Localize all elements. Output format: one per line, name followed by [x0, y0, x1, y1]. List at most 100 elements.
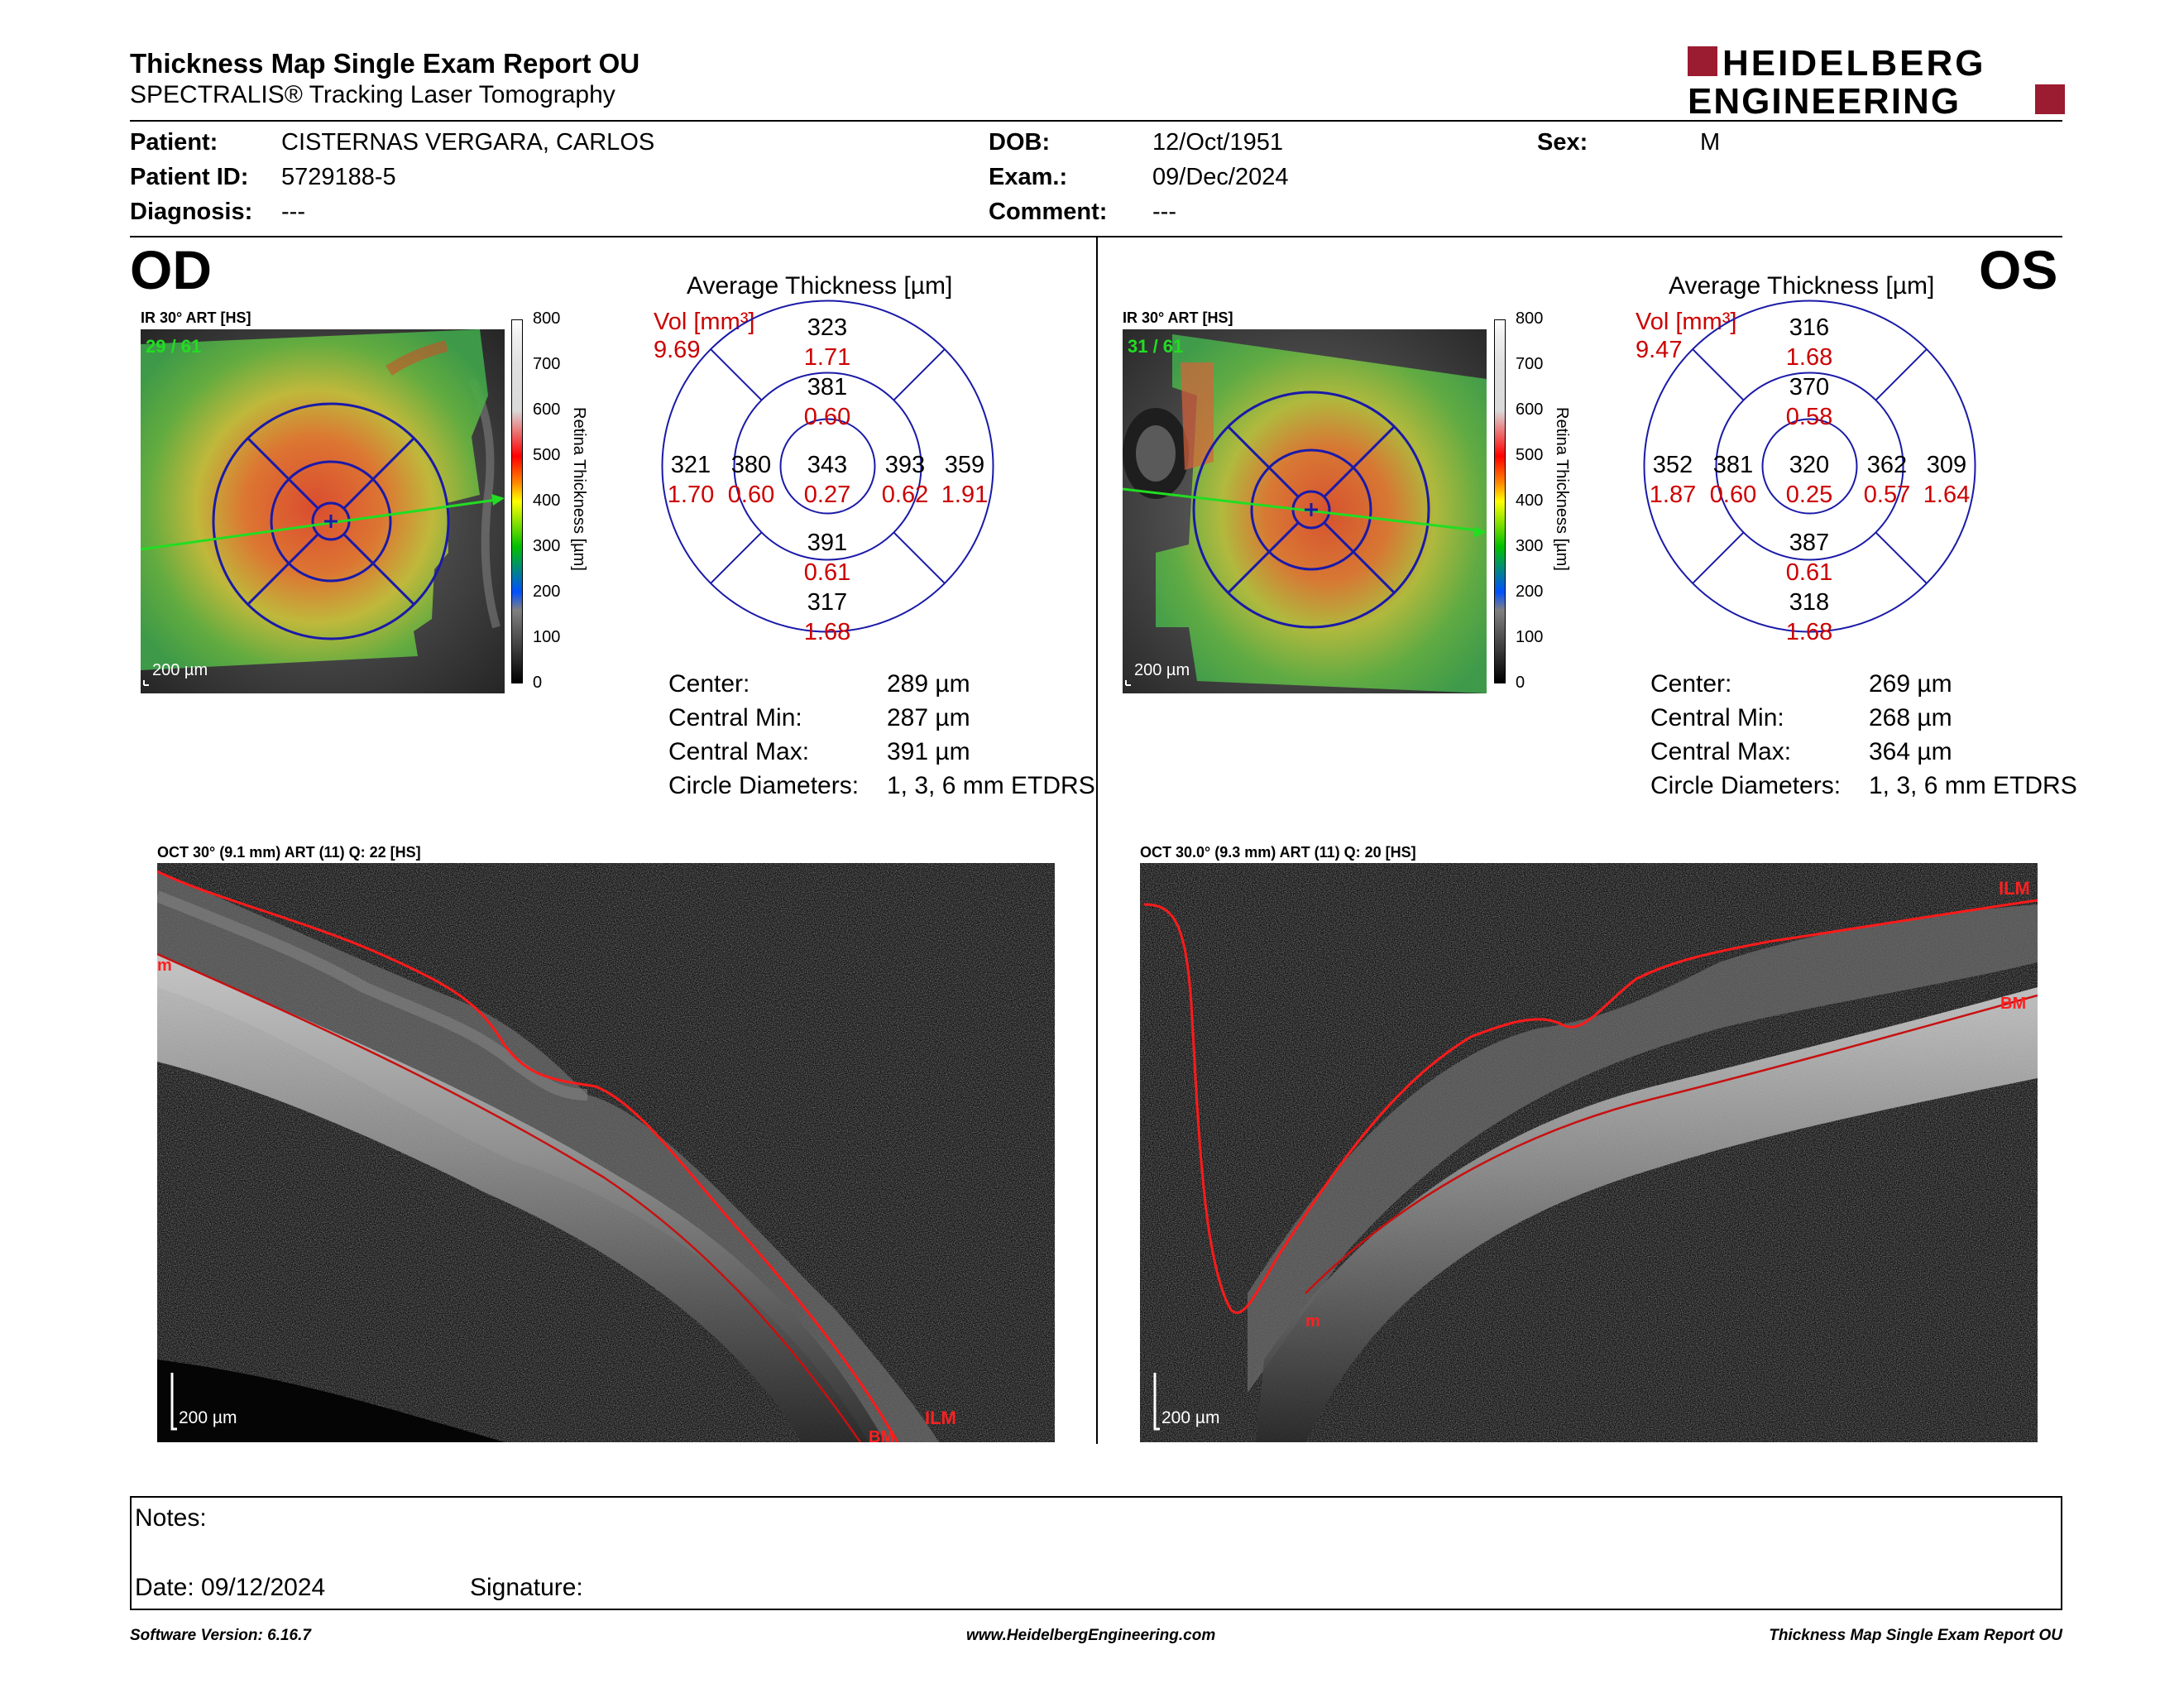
os-outer-superior-volume: 1.68 [1785, 344, 1833, 371]
os-oct-caption: OCT 30.0° (9.3 mm) ART (11) Q: 20 [HS] [1140, 844, 1416, 861]
header-divider [130, 120, 2062, 122]
od-outer-superior-thickness: 323 [807, 314, 848, 341]
comment-label: Comment: [989, 199, 1108, 225]
os-scale-title: Retina Thickness [µm] [1553, 407, 1571, 571]
diagnosis-label: Diagnosis: [130, 199, 253, 225]
os-outer-right-thickness: 309 [1926, 452, 1967, 478]
sex-value: M [1700, 129, 1721, 156]
od-central-min-value: 287 µm [887, 704, 970, 731]
od-central-max-label: Central Max: [668, 738, 810, 765]
od-inner-superior-volume: 0.60 [803, 404, 851, 430]
patient-divider [130, 236, 2062, 237]
od-center-thickness: 343 [807, 452, 848, 478]
os-scale-tick: 600 [1516, 400, 1544, 419]
os-scale-ticks: 800 700 600 500 400 300 200 100 0 [1516, 309, 1549, 698]
od-color-scale [511, 319, 523, 683]
os-outer-inferior-thickness: 318 [1789, 589, 1830, 616]
od-vol-value: 9.69 [654, 337, 701, 363]
od-center-volume: 0.27 [803, 482, 851, 508]
heidelberg-logo: HEIDELBERG ENGINEERING [1688, 43, 2068, 122]
report-subtitle: SPECTRALIS® Tracking Laser Tomography [130, 81, 615, 108]
report-title: Thickness Map Single Exam Report OU [130, 48, 640, 79]
logo-line2: ENGINEERING [1688, 81, 1961, 117]
od-central-min-label: Central Min: [668, 704, 802, 731]
os-fundus-thickness-map: 31 / 61 200 µm [1123, 329, 1487, 693]
od-oct-scalebar: 200 µm [179, 1408, 237, 1427]
od-center-value: 289 µm [887, 670, 970, 698]
notes-label: Notes: [135, 1504, 207, 1532]
od-inner-right-thickness: 393 [884, 452, 926, 478]
os-scale-tick: 100 [1516, 628, 1544, 646]
os-scale-tick: 700 [1516, 355, 1544, 373]
os-circle-diameters-label: Circle Diameters: [1650, 772, 1842, 799]
os-scale-tick: 0 [1516, 674, 1525, 692]
patient-id-label: Patient ID: [130, 164, 249, 190]
os-oct-ilm-label: ILM [1999, 878, 2030, 899]
eye-divider [1096, 237, 1098, 1444]
od-etdrs-grid [659, 298, 996, 635]
os-outer-left-thickness: 352 [1652, 452, 1693, 478]
os-vol-value: 9.47 [1636, 337, 1683, 363]
od-scale-tick: 800 [533, 309, 561, 328]
exam-value: 09/Dec/2024 [1152, 164, 1289, 190]
os-outer-right-volume: 1.64 [1923, 482, 1971, 508]
footer-report-name: Thickness Map Single Exam Report OU [1769, 1627, 2062, 1644]
os-center-thickness: 320 [1789, 452, 1830, 478]
os-eye-label: OS [1979, 239, 2058, 300]
os-oct-bm-label: BM [2000, 995, 2026, 1013]
od-outer-inferior-volume: 1.68 [803, 619, 851, 645]
os-outer-left-volume: 1.87 [1649, 482, 1697, 508]
logo-line1: HEIDELBERG [1722, 43, 1985, 84]
os-fundus-scalebar: 200 µm [1134, 661, 1190, 679]
od-oct-caption: OCT 30° (9.1 mm) ART (11) Q: 22 [HS] [157, 844, 421, 861]
footer-website: www.HeidelbergEngineering.com [966, 1627, 1216, 1644]
os-oct-m-label: m [1305, 1312, 1320, 1331]
os-scale-tick: 500 [1516, 446, 1544, 464]
os-central-min-label: Central Min: [1650, 704, 1784, 731]
os-center-volume: 0.25 [1785, 482, 1833, 508]
od-scale-tick: 700 [533, 355, 561, 373]
os-scale-tick: 400 [1516, 492, 1544, 510]
od-outer-superior-volume: 1.71 [803, 344, 851, 371]
os-central-max-label: Central Max: [1650, 738, 1792, 765]
od-circle-diameters-label: Circle Diameters: [668, 772, 860, 799]
od-circle-diameters-value: 1, 3, 6 mm ETDRS [887, 772, 1095, 799]
od-scale-ticks: 800 700 600 500 400 300 200 100 0 [533, 309, 566, 698]
os-scale-tick: 800 [1516, 309, 1544, 328]
od-scale-tick: 500 [533, 446, 561, 464]
od-scale-tick: 400 [533, 492, 561, 510]
footer-software-version: Software Version: 6.16.7 [130, 1627, 311, 1644]
os-etdrs-grid [1641, 298, 1978, 635]
os-inner-superior-volume: 0.58 [1785, 404, 1833, 430]
comment-value: --- [1152, 199, 1176, 225]
od-inner-left-volume: 0.60 [727, 482, 775, 508]
os-inner-right-volume: 0.57 [1863, 482, 1911, 508]
od-scale-tick: 600 [533, 400, 561, 419]
od-outer-right-volume: 1.91 [941, 482, 989, 508]
od-avg-title: Average Thickness [µm] [687, 272, 953, 300]
od-outer-inferior-thickness: 317 [807, 589, 848, 616]
patient-id-value: 5729188-5 [281, 164, 396, 190]
os-inner-left-thickness: 381 [1712, 452, 1754, 478]
od-central-max-value: 391 µm [887, 738, 970, 765]
diagnosis-value: --- [281, 199, 305, 225]
os-oct-scalebar: 200 µm [1161, 1408, 1219, 1427]
patient-value: CISTERNAS VERGARA, CARLOS [281, 129, 655, 156]
od-vol-label: Vol [mm³] [654, 309, 755, 335]
od-scale-tick: 0 [533, 674, 543, 692]
od-oct-bscan: m ILM BM 200 µm [157, 863, 1055, 1442]
os-scale-tick: 200 [1516, 583, 1544, 601]
os-circle-diameters-value: 1, 3, 6 mm ETDRS [1869, 772, 2077, 799]
od-inner-inferior-volume: 0.61 [803, 559, 851, 586]
od-scale-tick: 100 [533, 628, 561, 646]
dob-label: DOB: [989, 129, 1051, 156]
od-outer-right-thickness: 359 [944, 452, 985, 478]
sex-label: Sex: [1537, 129, 1588, 156]
os-inner-inferior-thickness: 387 [1789, 530, 1830, 556]
od-oct-bm-label: BM [869, 1428, 894, 1442]
os-inner-left-volume: 0.60 [1709, 482, 1757, 508]
od-inner-right-volume: 0.62 [881, 482, 929, 508]
patient-label: Patient: [130, 129, 218, 156]
od-ir-caption: IR 30° ART [HS] [141, 309, 251, 326]
od-frame-counter: 29 / 61 [146, 336, 201, 357]
